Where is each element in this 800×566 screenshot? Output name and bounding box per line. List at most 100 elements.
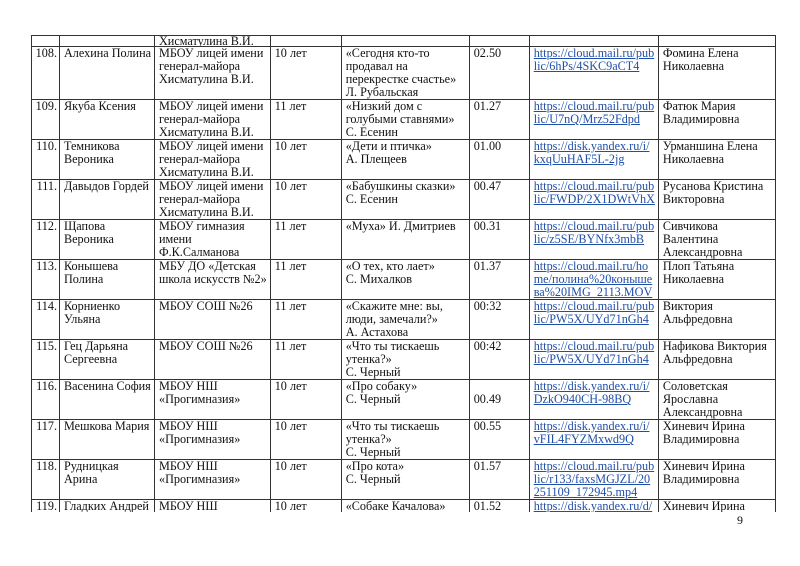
work-title-line: утенка?» bbox=[345, 432, 392, 446]
participant-name-line: Гец Дарьяна bbox=[64, 339, 129, 353]
video-link[interactable]: https://cloud.mail.ru/pub lic/PW5X/UYd71n… bbox=[533, 339, 655, 367]
participant-age-cell bbox=[269, 35, 342, 47]
video-link-line[interactable]: https://cloud.mail.ru/pub bbox=[533, 459, 655, 473]
work-title-line: С. Черный bbox=[345, 392, 401, 406]
participant-name-cell: Гец Дарьяна Сергеевна bbox=[59, 339, 155, 380]
video-link-line[interactable]: 251109_172945.mp4 bbox=[533, 485, 638, 499]
participant-age-line: 10 лет bbox=[274, 179, 307, 193]
teacher-name-line: Русанова Кристина bbox=[662, 179, 764, 193]
video-link-line[interactable]: lic/FWDP/2X1DWtVhX bbox=[533, 192, 655, 206]
video-link[interactable]: https://cloud.mail.ru/pub lic/U7nQ/Mrz52F… bbox=[533, 99, 655, 127]
participant-name-line: Давыдов Гордей bbox=[64, 179, 149, 193]
school-name-line: Хисматулина В.И. bbox=[159, 125, 254, 139]
video-link-line[interactable]: https://disk.yandex.ru/i/ bbox=[533, 419, 650, 433]
video-link-line[interactable]: lic/U7nQ/Mrz52Fdpd bbox=[533, 112, 640, 126]
work-title-cell: «О тех, кто лает» С. Михалков bbox=[340, 259, 470, 300]
participant-name-line: Васенина София bbox=[64, 379, 151, 393]
teacher-name-line: Урманшина Елена bbox=[662, 139, 758, 153]
school-name-line: Хисматулина В.И. bbox=[159, 165, 254, 179]
video-link-line[interactable]: vFIL4FYZMxwd9Q bbox=[533, 432, 634, 446]
video-link-line[interactable]: https://disk.yandex.ru/d/ bbox=[533, 499, 653, 513]
video-link-line[interactable]: https://cloud.mail.ru/pub bbox=[533, 339, 655, 353]
video-link-cell[interactable]: https://disk.yandex.ru/d/ bbox=[528, 499, 659, 514]
video-link-cell[interactable]: https://cloud.mail.ru/pub lic/PW5X/UYd71n… bbox=[528, 339, 659, 380]
video-link-line[interactable]: lic/PW5X/UYd71nGh4 bbox=[533, 312, 649, 326]
video-link[interactable]: https://disk.yandex.ru/i/kxqUuHAF5L-2jg bbox=[533, 139, 655, 167]
participant-age-cell: 10 лет bbox=[269, 459, 342, 500]
video-link-cell[interactable]: https://disk.yandex.ru/i/kxqUuHAF5L-2jg bbox=[528, 139, 659, 180]
teacher-name-cell: Фомина Елена Николаевна bbox=[657, 46, 776, 100]
school-name-line: Хисматулина В.И. bbox=[159, 205, 254, 219]
video-link-line[interactable]: lic/z5SE/BYNfx3mbB bbox=[533, 232, 645, 246]
video-link-cell[interactable]: https://disk.yandex.ru/i/vFIL4FYZMxwd9Q bbox=[528, 419, 659, 460]
teacher-name-line: Владимировна bbox=[662, 432, 740, 446]
video-link[interactable]: https://cloud.mail.ru/ho me/полина%20коны… bbox=[533, 259, 655, 299]
video-link[interactable]: https://cloud.mail.ru/pub lic/z5SE/BYNfx3… bbox=[533, 219, 655, 247]
video-link-cell[interactable]: https://cloud.mail.ru/pub lic/r133/faxsMG… bbox=[528, 459, 659, 500]
table-row: 116. Васенина София МБОУ НШ «Прогимназия» 10… bbox=[31, 379, 776, 420]
video-link[interactable]: https://cloud.mail.ru/pub lic/r133/faxsMG… bbox=[533, 459, 655, 499]
video-link[interactable]: https://disk.yandex.ru/d/ bbox=[533, 499, 655, 513]
participant-age-line: 11 лет bbox=[274, 299, 307, 313]
participant-name-line: Вероника bbox=[64, 232, 114, 246]
video-link-line[interactable]: lic/6hPs/4SKC9aCT4 bbox=[533, 59, 640, 73]
row-number-cell: 110. bbox=[31, 139, 60, 180]
work-title-line: перекрестке счастье» bbox=[345, 72, 457, 86]
video-link-line[interactable]: https://cloud.mail.ru/pub bbox=[533, 219, 655, 233]
video-link-line[interactable]: https://disk.yandex.ru/i/ bbox=[533, 379, 650, 393]
video-link[interactable]: https://cloud.mail.ru/pub lic/PW5X/UYd71n… bbox=[533, 299, 655, 327]
participant-age-cell: 10 лет bbox=[269, 179, 342, 220]
table-row: 117. Мешкова Мария МБОУ НШ «Прогимназия» 10 … bbox=[31, 419, 776, 460]
video-link-cell[interactable]: https://disk.yandex.ru/i/DzkO940CH-98BQ bbox=[528, 379, 659, 420]
video-link-line[interactable]: https://cloud.mail.ru/ho bbox=[533, 259, 649, 273]
video-link-line[interactable]: https://cloud.mail.ru/pub bbox=[533, 46, 655, 60]
duration-line: 00.31 bbox=[473, 219, 502, 233]
participant-age-line: 11 лет bbox=[274, 259, 307, 273]
work-title-cell: «Бабушкины сказки» С. Есенин bbox=[340, 179, 470, 220]
school-name-line: Хисматулина В.И. bbox=[159, 35, 254, 47]
video-link-cell[interactable]: https://cloud.mail.ru/pub lic/U7nQ/Mrz52F… bbox=[528, 99, 659, 140]
video-link-line[interactable]: ва%20IMG_2113.MOV bbox=[533, 285, 653, 299]
video-link[interactable]: https://disk.yandex.ru/i/vFIL4FYZMxwd9Q bbox=[533, 419, 655, 447]
school-name-cell: МБОУ НШ «Прогимназия» bbox=[154, 379, 271, 420]
video-link-line[interactable]: https://cloud.mail.ru/pub bbox=[533, 99, 655, 113]
video-link-cell[interactable]: https://cloud.mail.ru/pub lic/FWDP/2X1DWt… bbox=[528, 179, 659, 220]
participant-age-cell: 10 лет bbox=[269, 139, 342, 180]
school-name-line: генерал-майора bbox=[159, 192, 241, 206]
work-title-line: Л. Рубальская bbox=[345, 85, 419, 99]
video-link-cell[interactable]: https://cloud.mail.ru/pub lic/PW5X/UYd71n… bbox=[528, 299, 659, 340]
video-link-line[interactable]: https://cloud.mail.ru/pub bbox=[533, 179, 655, 193]
video-link-line[interactable]: https://cloud.mail.ru/pub bbox=[533, 299, 655, 313]
school-name-cell: МБОУ лицей имени генерал-майора Хисматулин… bbox=[154, 99, 271, 140]
work-title-cell: «Про кота» С. Черный bbox=[340, 459, 470, 500]
row-number-cell: 113. bbox=[31, 259, 60, 300]
teacher-name-line: Альфредовна bbox=[662, 312, 733, 326]
work-title-line: «Скажите мне: вы, bbox=[345, 299, 443, 313]
school-name-line: МБОУ НШ bbox=[159, 499, 218, 513]
video-link[interactable]: https://disk.yandex.ru/i/DzkO940CH-98BQ bbox=[533, 379, 655, 407]
teacher-name-cell: Хиневич Ирина Владимировна bbox=[657, 459, 776, 500]
video-link[interactable]: https://cloud.mail.ru/pub lic/FWDP/2X1DWt… bbox=[533, 179, 655, 207]
school-name-line: МБОУ СОШ №26 bbox=[159, 299, 253, 313]
video-link-line[interactable]: lic/PW5X/UYd71nGh4 bbox=[533, 352, 649, 366]
participant-age-line: 10 лет bbox=[274, 499, 307, 513]
video-link-cell[interactable]: https://cloud.mail.ru/ho me/полина%20коны… bbox=[528, 259, 659, 300]
school-name-line: МБОУ НШ bbox=[159, 459, 218, 473]
teacher-name-cell: Соловетская Ярославна Александровна bbox=[657, 379, 776, 420]
video-link-cell[interactable]: https://cloud.mail.ru/pub lic/z5SE/BYNfx3… bbox=[528, 219, 659, 260]
table-row: 110. Темникова Вероника МБОУ лицей имени ген… bbox=[31, 139, 776, 180]
video-link-cell[interactable] bbox=[528, 35, 659, 47]
video-link-line[interactable]: https://disk.yandex.ru/i/ bbox=[533, 139, 650, 153]
row-number-cell bbox=[31, 35, 60, 47]
school-name-line: МБОУ лицей имени bbox=[159, 46, 264, 60]
duration-cell: 00.47 bbox=[468, 179, 530, 220]
video-link-line[interactable]: DzkO940CH-98BQ bbox=[533, 392, 632, 406]
video-link-line[interactable]: lic/r133/faxsMGJZL/20 bbox=[533, 472, 651, 486]
video-link-cell[interactable]: https://cloud.mail.ru/pub lic/6hPs/4SKC9a… bbox=[528, 46, 659, 100]
page-number: 9 bbox=[737, 513, 743, 527]
video-link-line[interactable]: me/полина%20конышe bbox=[533, 272, 653, 286]
participant-name-cell: Конышева Полина bbox=[59, 259, 155, 300]
video-link[interactable]: https://cloud.mail.ru/pub lic/6hPs/4SKC9a… bbox=[533, 46, 655, 74]
video-link-line[interactable]: kxqUuHAF5L-2jg bbox=[533, 152, 625, 166]
table-row: 112. Щапова Вероника МБОУ гимназия имени Ф.К.… bbox=[31, 219, 776, 260]
